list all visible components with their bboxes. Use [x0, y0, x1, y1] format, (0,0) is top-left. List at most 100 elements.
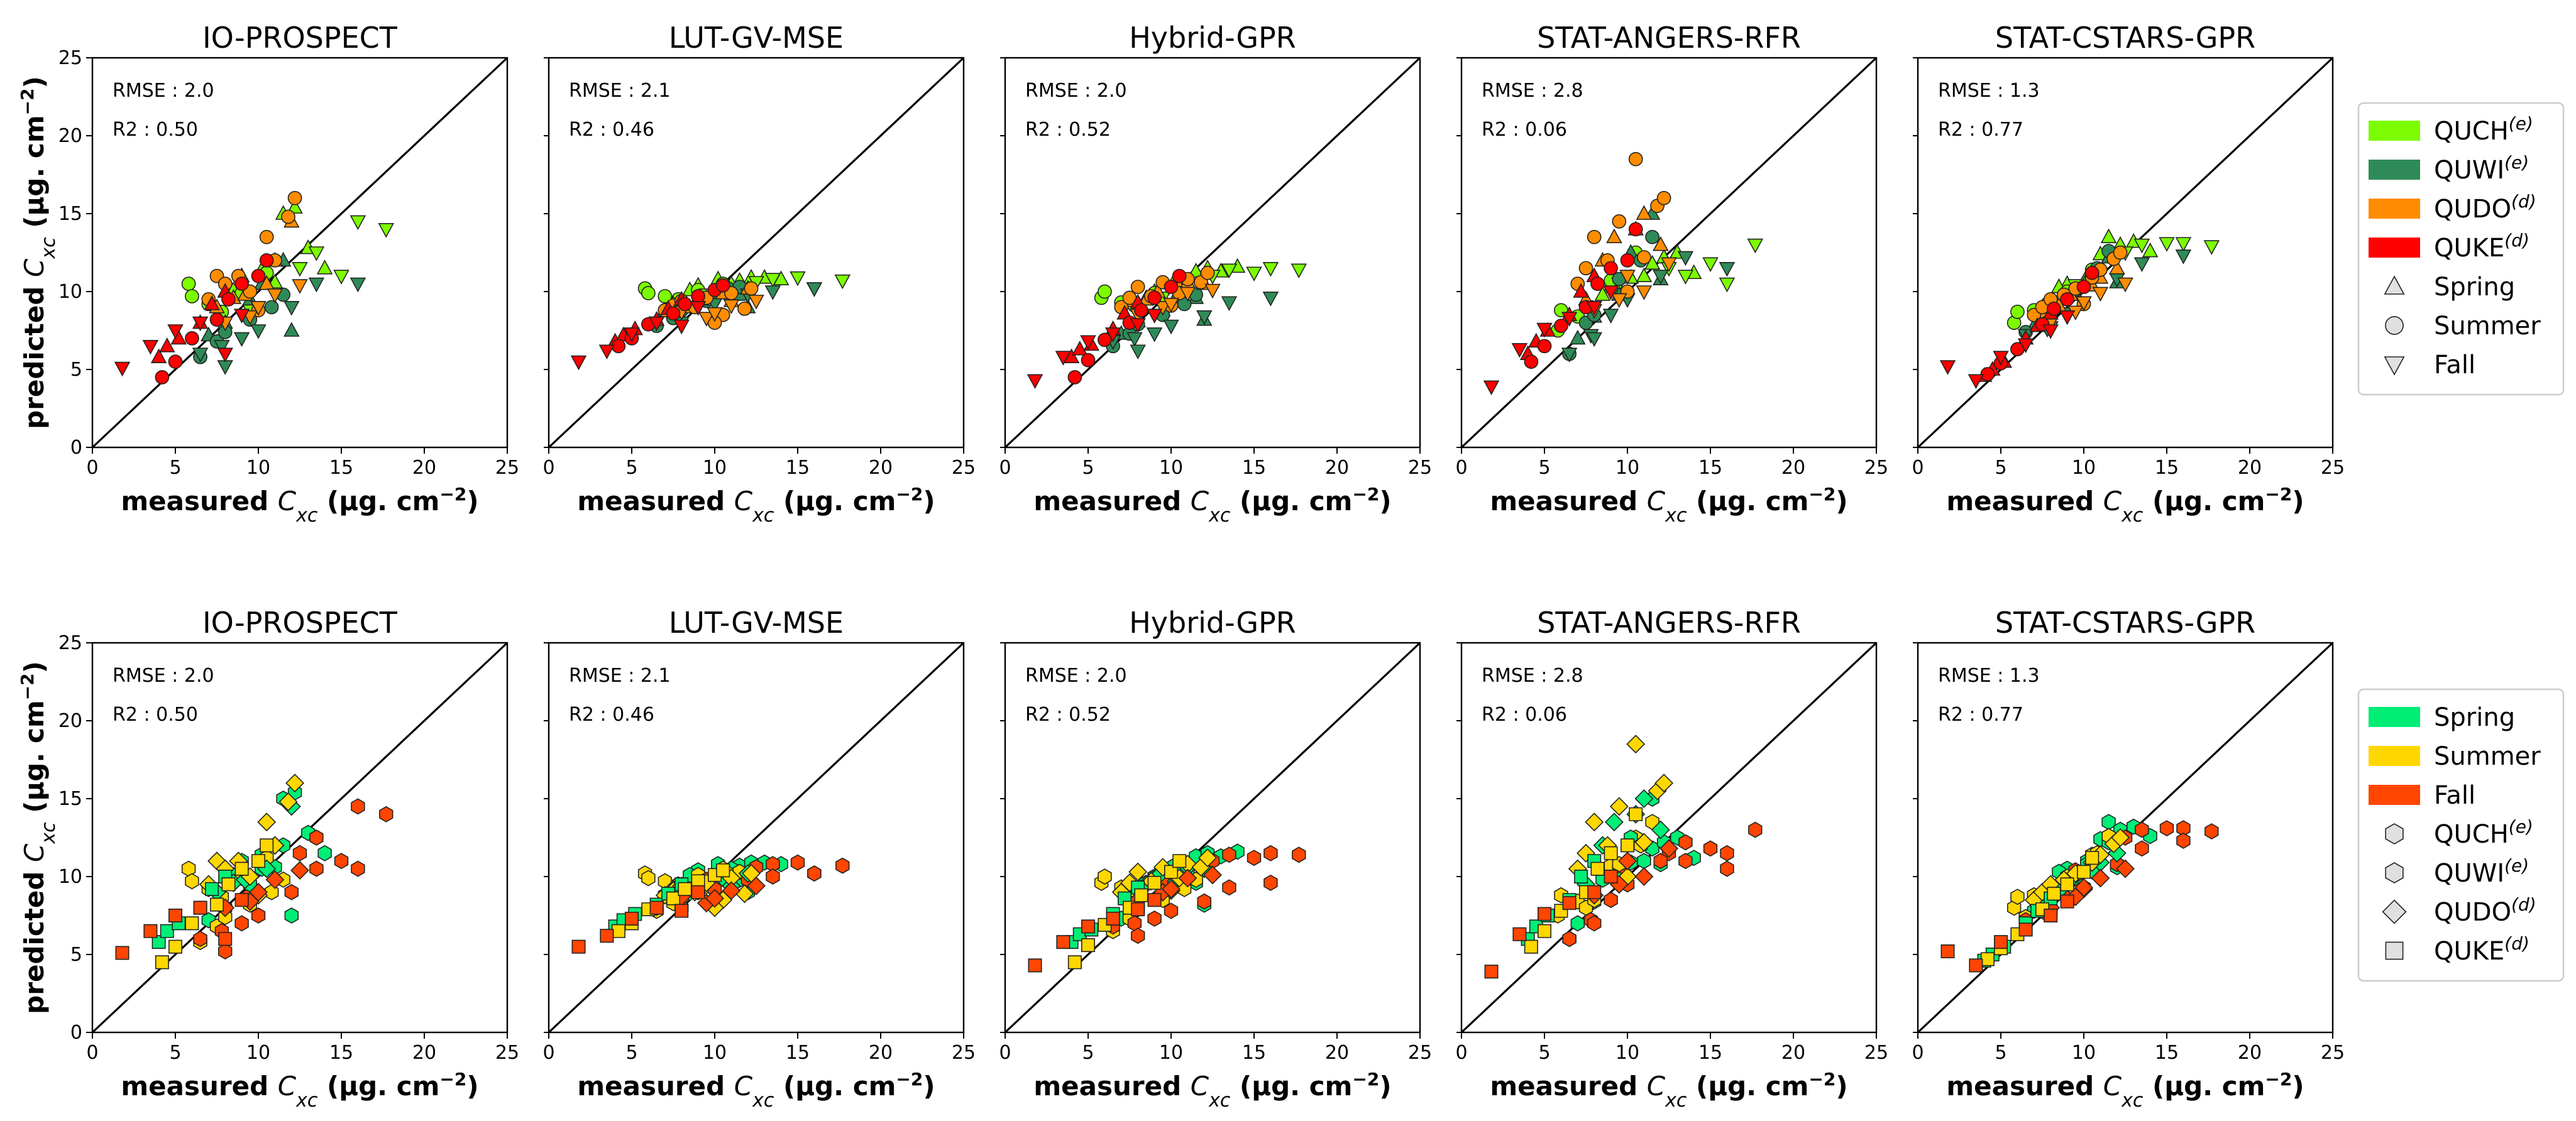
point-quch-fall [1221, 263, 1238, 278]
point-quke-fall [1147, 893, 1162, 907]
point-quch-spring [2101, 814, 2116, 831]
x-tick-label: 0 [86, 1042, 98, 1064]
panel-title: IO-PROSPECT [202, 21, 398, 55]
x-tick-label: 0 [999, 1042, 1011, 1064]
legend-swatch [2369, 199, 2420, 219]
point-quke-fall [1602, 285, 1619, 300]
point-quch-fall [379, 806, 394, 823]
point-quke-fall [2059, 310, 2076, 325]
rmse-annotation: RMSE : 2.0 [113, 665, 214, 687]
one-to-one-line [1460, 57, 1878, 449]
x-axis-label: measured Cxc (μg. cm−2) [1033, 1069, 1391, 1112]
x-tick-label: 15 [2155, 1042, 2179, 1064]
legend-label: QUWI(e) [2434, 152, 2529, 185]
point-quke-summer [691, 289, 705, 303]
panel-title: STAT-ANGERS-RFR [1537, 606, 1801, 640]
point-qudo-fall [2074, 878, 2093, 897]
y-axis-label: predicted Cxc (μg. cm−2) [17, 661, 60, 1014]
x-tick-label: 15 [1242, 457, 1266, 479]
y-tick-label: 0 [70, 1022, 82, 1044]
point-quwi-fall [1146, 327, 1163, 342]
axes-frame [1004, 642, 1421, 1034]
point-qudo-summer [1626, 735, 1646, 754]
point-qudo-fall [2076, 296, 2092, 312]
point-quwi-fall [250, 324, 267, 339]
point-quke-fall [1562, 896, 1577, 910]
x-tick-label: 10 [2072, 457, 2096, 479]
point-quwi-fall [1561, 347, 1578, 363]
point-quke-fall [1604, 870, 1618, 883]
point-quke-summer [221, 877, 236, 892]
point-quch-fall [835, 857, 850, 874]
point-quwi-fall [1221, 296, 1238, 312]
point-qudo-summer [1628, 151, 1643, 167]
x-tick-label: 25 [1408, 1042, 1432, 1064]
x-tick-label: 20 [2238, 1042, 2262, 1064]
axes-frame [91, 57, 509, 449]
r2-annotation: R2 : 0.50 [113, 119, 198, 141]
x-tick-label: 20 [412, 1042, 436, 1064]
one-to-one-line [91, 642, 509, 1034]
panel-io-prospect: IO-PROSPECT 0 5 10 15 20 25 0 5 10 15 20 25 predicted… [17, 21, 520, 527]
point-quke-summer [2060, 877, 2074, 892]
point-quch-fall [1702, 257, 1719, 273]
point-quke-fall [1969, 958, 1983, 973]
point-quke-fall [624, 327, 640, 342]
point-quwi-fall [807, 865, 822, 882]
point-quch-fall [1263, 845, 1278, 861]
point-qudo-summer [287, 190, 302, 205]
x-tick-label: 25 [1408, 457, 1432, 479]
x-axis-label: measured Cxc (μg. cm−2) [1033, 484, 1391, 527]
x-tick-label: 0 [1455, 457, 1467, 479]
panel-io-prospect: IO-PROSPECT 0 5 10 15 20 25 0 5 10 15 20 25 predicted… [17, 606, 520, 1112]
point-qudo-spring [1606, 228, 1622, 243]
point-quke-fall [570, 355, 587, 371]
point-qudo-summer [1612, 214, 1627, 229]
x-tick-label: 25 [1864, 1042, 1888, 1064]
point-quwi-fall [351, 860, 365, 877]
row-colored-by-season: IO-PROSPECT 0 5 10 15 20 25 0 5 10 15 20 25 predicted… [17, 606, 2565, 1112]
axes-frame [1004, 57, 1421, 449]
point-quke-summer [678, 882, 692, 896]
point-quwi-fall [234, 915, 249, 932]
r2-annotation: R2 : 0.46 [569, 119, 654, 141]
point-quke-fall [1146, 309, 1163, 324]
point-quch-fall [1703, 840, 1718, 857]
legend-label: Spring [2434, 703, 2515, 732]
point-quke-fall [1586, 301, 1602, 316]
scatter-points [1939, 228, 2220, 390]
x-axis-label: measured Cxc (μg. cm−2) [121, 1069, 478, 1112]
point-quch-fall [1292, 846, 1306, 863]
point-quch-spring [316, 260, 333, 275]
point-quke-summer [221, 292, 236, 307]
point-quke-fall [1940, 944, 1955, 959]
point-quke-fall [1056, 935, 1071, 949]
point-quwi-spring [1570, 915, 1585, 932]
point-quwi-fall [193, 931, 207, 948]
point-quwi-fall [308, 277, 325, 293]
legend-marker-hexagon [2385, 862, 2404, 883]
point-quch-fall [308, 246, 325, 261]
point-qudo-summer [1634, 833, 1654, 852]
point-quch-fall [764, 273, 781, 288]
point-qudo-spring [1636, 205, 1653, 220]
point-quch-fall [1262, 262, 1279, 277]
rmse-annotation: RMSE : 1.3 [1938, 665, 2040, 687]
point-quke-summer [611, 924, 625, 938]
r2-annotation: R2 : 0.06 [1482, 119, 1567, 141]
legend-marker-square [2385, 941, 2404, 960]
x-tick-label: 15 [329, 457, 353, 479]
panel-title: STAT-CSTARS-GPR [1995, 21, 2255, 55]
legend-label: QUDO(d) [2434, 191, 2536, 224]
point-quch-spring [1637, 853, 1651, 870]
point-quke-spring [159, 337, 175, 353]
x-tick-label: 5 [625, 457, 637, 479]
point-quke-summer [1081, 353, 1096, 368]
legend-label: QUDO(d) [2434, 894, 2536, 927]
point-qudo-fall [2116, 859, 2135, 878]
legend-label: Summer [2434, 312, 2541, 341]
point-quke-summer [1590, 276, 1605, 291]
x-tick-label: 20 [869, 1042, 893, 1064]
x-tick-label: 5 [625, 1042, 637, 1064]
point-quke-summer [185, 916, 199, 931]
